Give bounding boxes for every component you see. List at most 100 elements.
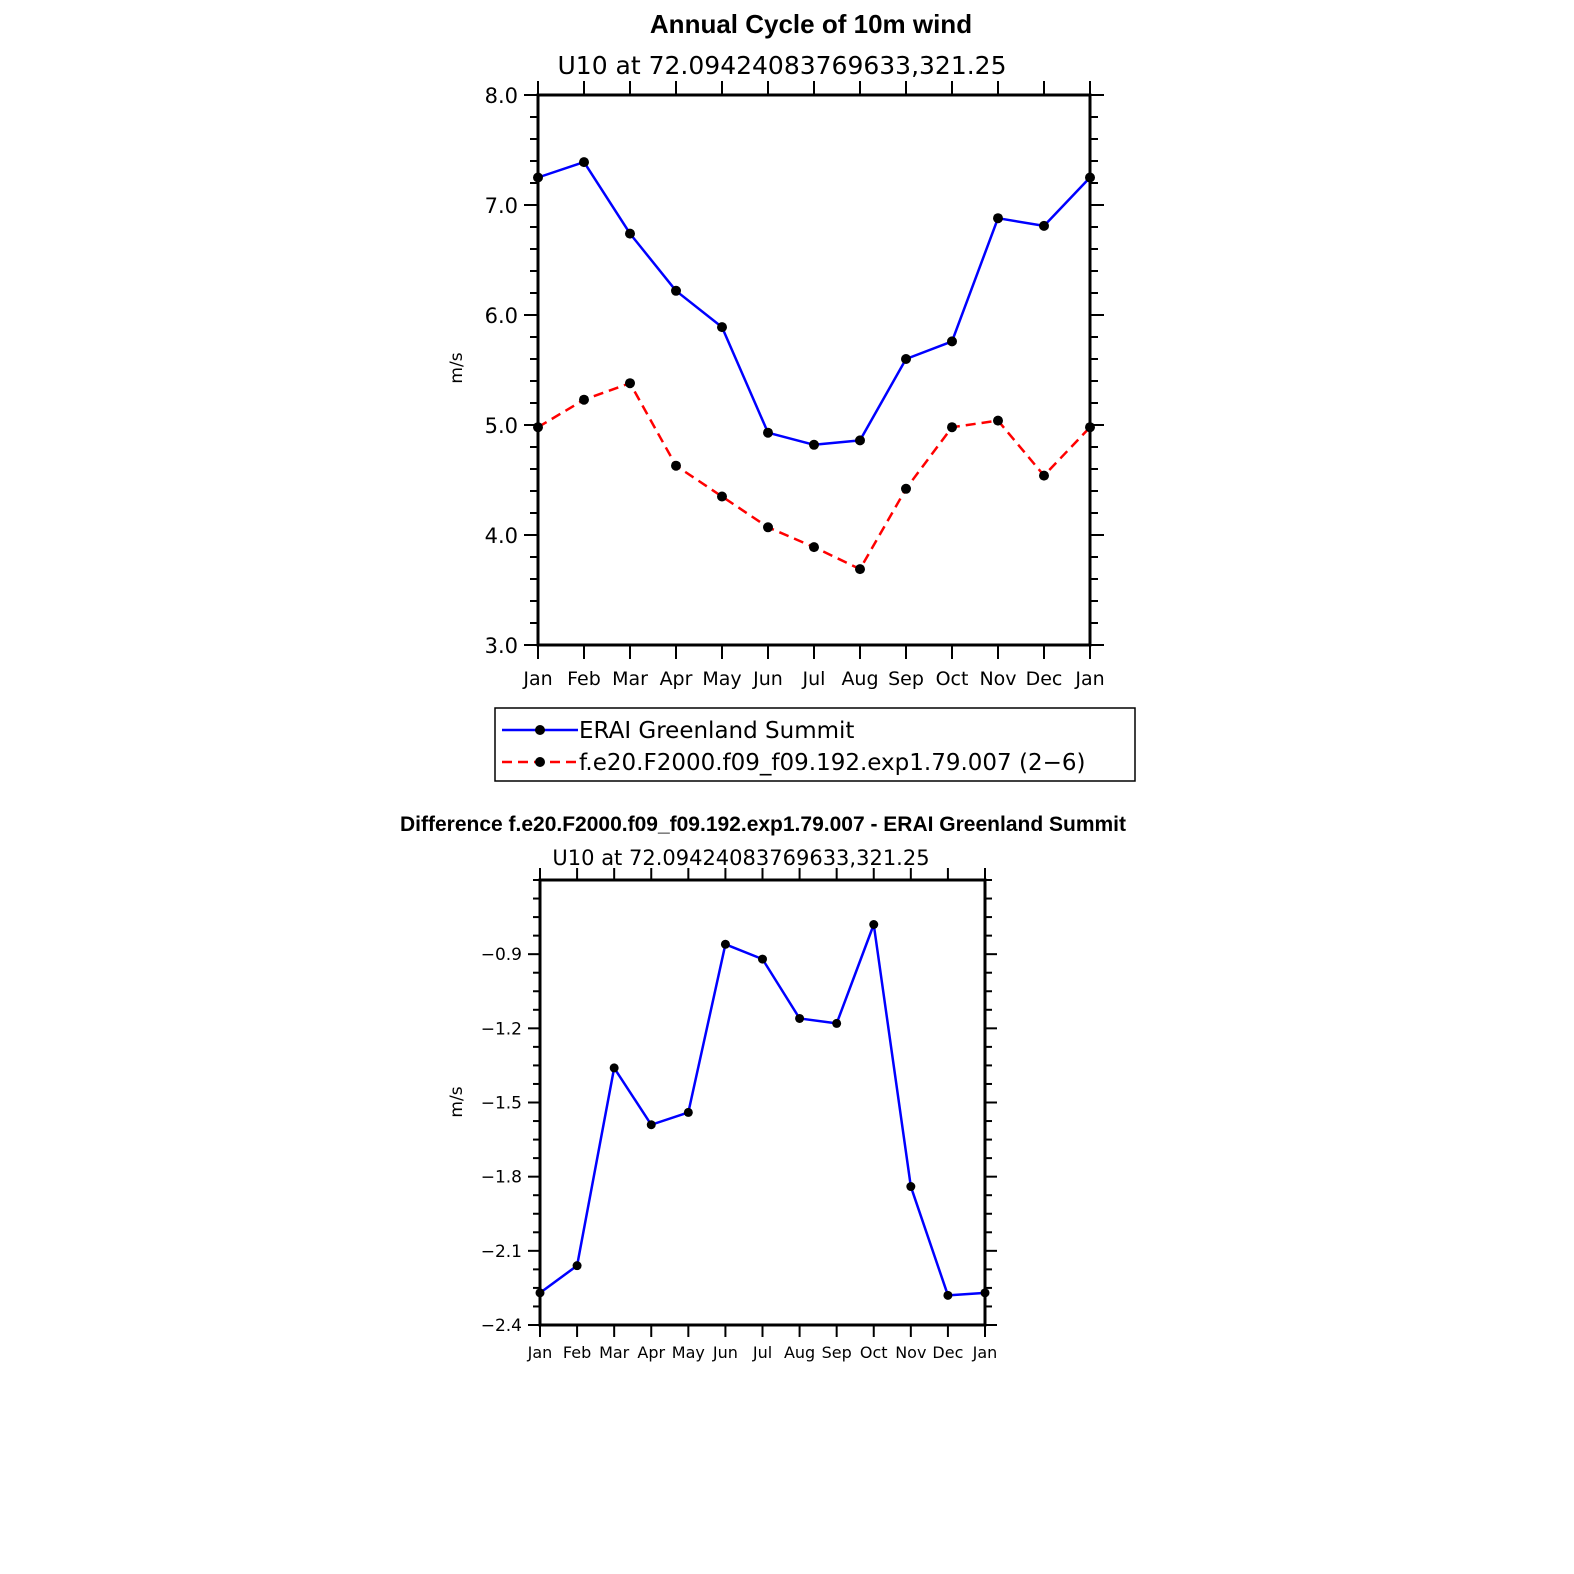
x-tick-label: Apr <box>637 1343 665 1362</box>
x-tick-label: Jan <box>522 668 552 690</box>
x-tick-label: May <box>702 668 741 690</box>
x-tick-label: Oct <box>860 1343 888 1362</box>
data-point <box>646 1120 656 1130</box>
x-tick-label: Aug <box>784 1343 815 1362</box>
data-point <box>683 1107 693 1117</box>
data-point <box>625 228 635 239</box>
x-tick-label: Sep <box>822 1343 852 1362</box>
chart1-plot-frame <box>536 93 1092 647</box>
y-tick-label: 4.0 <box>485 524 518 548</box>
data-point <box>572 1261 582 1271</box>
y-tick-label: −2.4 <box>481 1316 522 1336</box>
chart2-y-axis-label: m/s <box>447 1086 467 1117</box>
x-tick-label: Sep <box>888 668 924 690</box>
legend-label-erai: ERAI Greenland Summit <box>579 718 854 744</box>
x-tick-label: Oct <box>936 668 969 690</box>
chart1-y-axis-label: m/s <box>447 352 467 383</box>
x-tick-label: Jan <box>972 1343 998 1362</box>
chart1-title: Annual Cycle of 10m wind <box>650 9 972 39</box>
legend-box <box>494 707 1136 782</box>
data-point <box>763 427 773 438</box>
data-point <box>832 1018 842 1028</box>
y-tick-label: 5.0 <box>485 414 518 438</box>
legend-entry-model: f.e20.F2000.f09_f09.192.exp1.79.007 (2−6… <box>502 750 1085 776</box>
chart2-title: Difference f.e20.F2000.f09_f09.192.exp1.… <box>400 813 1126 836</box>
data-point <box>720 939 730 949</box>
y-tick-label: 6.0 <box>485 304 518 328</box>
data-point <box>993 415 1003 426</box>
data-point <box>763 522 773 533</box>
data-point <box>795 1013 805 1023</box>
data-point <box>993 213 1003 224</box>
x-tick-label: Dec <box>932 1343 963 1362</box>
data-point <box>717 491 727 502</box>
chart2-plot-frame <box>538 878 987 1327</box>
data-point <box>947 336 957 347</box>
x-tick-label: Aug <box>841 668 878 690</box>
x-tick-label: Jan <box>1074 668 1104 690</box>
data-point <box>1039 470 1049 481</box>
chart2-y-tick-labels: −2.4 −2.1 −1.8 −1.5 −1.2 −0.9 <box>481 945 522 1336</box>
data-point <box>671 285 681 296</box>
data-point <box>901 354 911 364</box>
series-line-1 <box>537 381 1091 571</box>
data-point <box>579 157 589 168</box>
x-tick-label: Mar <box>599 1343 630 1362</box>
y-tick-label: −1.2 <box>481 1019 522 1039</box>
x-tick-label: Jul <box>752 1343 772 1362</box>
x-tick-label: Feb <box>563 1343 591 1362</box>
difference-chart: Difference f.e20.F2000.f09_f09.192.exp1.… <box>400 813 1126 1362</box>
legend-entry-erai: ERAI Greenland Summit <box>502 718 854 744</box>
chart1-x-tick-labels: Jan Feb Mar Apr May Jun Jul Aug Sep Oct Nov Dec Jan <box>522 668 1104 690</box>
data-point <box>1039 220 1049 231</box>
x-tick-label: Jul <box>802 668 826 690</box>
data-point <box>947 422 957 433</box>
series-line-0 <box>539 923 986 1297</box>
chart1-legend: ERAI Greenland Summit f.e20.F2000.f09_f0… <box>494 707 1136 782</box>
legend-label-model: f.e20.F2000.f09_f09.192.exp1.79.007 (2−6… <box>579 750 1085 776</box>
data-point <box>579 394 589 405</box>
x-tick-label: Jun <box>712 1343 738 1362</box>
x-tick-label: Feb <box>567 668 601 690</box>
chart2-ticks <box>528 868 997 1337</box>
x-tick-label: Jun <box>752 668 783 690</box>
chart2-subtitle: U10 at 72.09424083769633,321.25 <box>552 846 929 870</box>
y-tick-label: 7.0 <box>485 194 518 218</box>
data-point <box>901 483 911 494</box>
chart2-x-tick-labels: Jan Feb Mar Apr May Jun Jul Aug Sep Oct Nov Dec Jan <box>527 1343 998 1362</box>
chart1-subtitle: U10 at 72.09424083769633,321.25 <box>558 51 1007 80</box>
series-line-0 <box>537 160 1091 447</box>
data-point <box>906 1182 916 1192</box>
y-tick-label: −1.8 <box>481 1168 522 1188</box>
chart1-ticks <box>524 81 1104 659</box>
data-point <box>758 954 767 964</box>
data-point <box>869 920 879 929</box>
legend-marker-erai <box>535 725 545 735</box>
data-point <box>855 435 865 446</box>
chart2-series <box>535 920 990 1300</box>
data-point <box>809 439 819 450</box>
x-tick-label: Nov <box>895 1343 926 1362</box>
y-tick-label: 8.0 <box>485 84 518 108</box>
y-tick-label: −1.5 <box>481 1094 522 1114</box>
y-tick-label: −2.1 <box>481 1242 522 1262</box>
annual-cycle-chart: Annual Cycle of 10m wind U10 at 72.09424… <box>447 9 1105 690</box>
y-tick-label: −0.9 <box>481 945 522 965</box>
data-point <box>855 564 865 575</box>
data-point <box>671 460 681 471</box>
x-tick-label: Dec <box>1026 668 1063 690</box>
x-tick-label: Nov <box>979 668 1016 690</box>
data-point <box>609 1063 619 1073</box>
x-tick-label: Mar <box>612 668 648 690</box>
x-tick-label: Jan <box>527 1343 553 1362</box>
chart1-series <box>533 157 1095 575</box>
data-point <box>943 1290 953 1300</box>
y-tick-label: 3.0 <box>485 634 518 658</box>
legend-marker-model <box>535 757 545 767</box>
data-point <box>625 378 635 389</box>
x-tick-label: May <box>672 1343 705 1362</box>
x-tick-label: Apr <box>660 668 693 690</box>
chart1-y-tick-labels: 3.0 4.0 5.0 6.0 7.0 8.0 <box>485 84 518 658</box>
data-point <box>717 322 727 333</box>
